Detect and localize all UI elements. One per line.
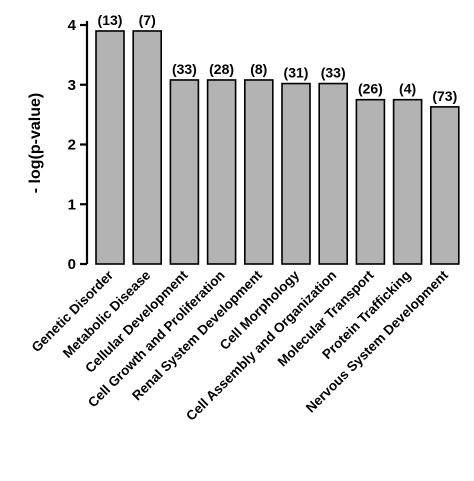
y-axis-label: - log(p-value) — [27, 93, 44, 193]
bar — [169, 79, 200, 265]
bar — [95, 30, 125, 265]
bar-count-label: (28) — [209, 61, 234, 77]
bar-count-label: (8) — [250, 61, 267, 77]
count-labels-layer: (13) (7) (33) (28) (8) (31) (33) (26) (4) (73) — [98, 12, 458, 104]
bar — [281, 82, 311, 265]
y-axis: 0 1 2 3 4 — [68, 17, 89, 273]
bar-count-label: (31) — [284, 65, 309, 81]
bars-layer — [95, 30, 460, 265]
bar-count-label: (33) — [172, 61, 197, 77]
bar — [244, 79, 274, 265]
y-tick-label: 3 — [68, 77, 76, 94]
y-tick-label: 0 — [68, 256, 76, 273]
bar-count-label: (73) — [432, 88, 457, 104]
bar-count-label: (26) — [358, 81, 383, 97]
bar-count-label: (33) — [321, 65, 346, 81]
bar — [355, 98, 386, 265]
y-tick-label: 4 — [68, 17, 77, 34]
bar-count-label: (13) — [98, 12, 123, 28]
bar — [318, 82, 349, 265]
bar — [206, 79, 237, 265]
bar-count-label: (4) — [399, 81, 416, 97]
bar — [392, 98, 423, 265]
bar-count-label: (7) — [139, 12, 156, 28]
bar — [429, 106, 460, 265]
y-tick-label: 1 — [68, 196, 76, 213]
y-tick-label: 2 — [68, 137, 76, 154]
bar — [132, 30, 162, 265]
